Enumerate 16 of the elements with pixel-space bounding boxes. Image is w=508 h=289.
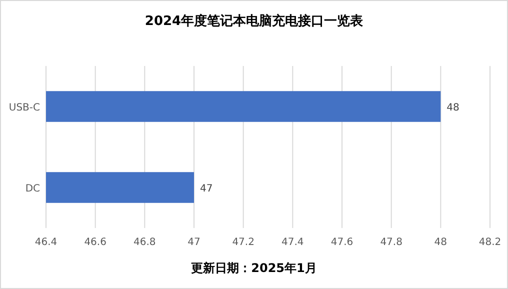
x-tick-label: 48.2 — [478, 237, 502, 248]
data-label: 47 — [200, 184, 213, 194]
x-tick-label: 47 — [188, 237, 200, 248]
chart-title: 2024年度笔记本电脑充电接口一览表 — [144, 13, 364, 29]
x-tick-label: 48 — [434, 237, 448, 248]
x-tick-label: 47.2 — [232, 237, 254, 248]
x-tick-label: 47.4 — [282, 237, 304, 248]
y-tick-label: USB-C — [8, 102, 40, 114]
x-tick-label: 46.4 — [34, 237, 58, 248]
text: 更新日期：2025年1月 — [191, 261, 317, 275]
y-tick-label: DC — [25, 184, 40, 194]
x-tick-label: 46.8 — [134, 237, 156, 248]
x-tick-label: 46.6 — [84, 237, 106, 248]
x-tick-label: 47.6 — [330, 237, 354, 248]
x-tick-label: 47.8 — [380, 237, 402, 248]
data-label: 48 — [446, 102, 460, 114]
